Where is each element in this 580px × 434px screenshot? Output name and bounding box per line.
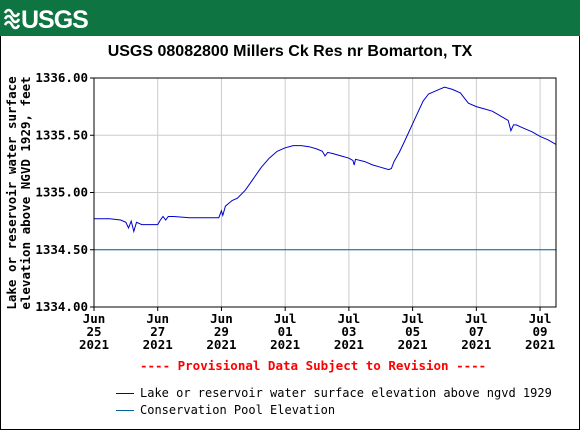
x-tick-label: 2021 <box>79 337 109 352</box>
x-tick-label: 01 <box>278 324 293 339</box>
y-tick-label: 1335.00 <box>35 185 88 200</box>
x-tick-label: 27 <box>150 324 165 339</box>
y-tick-label: 1334.00 <box>35 299 88 314</box>
x-tick-label: 2021 <box>334 337 364 352</box>
legend-swatch-elevation <box>116 393 134 394</box>
x-tick-label: Jul <box>401 311 424 326</box>
x-tick-label: 05 <box>405 324 420 339</box>
y-tick-label: 1334.50 <box>35 242 88 257</box>
usgs-logo-icon: USGS <box>4 6 89 32</box>
x-tick-label: Jun <box>83 311 106 326</box>
x-tick-label: Jul <box>274 311 297 326</box>
x-tick-label: 2021 <box>398 337 428 352</box>
x-axis: Jun252021Jun272021Jun292021Jul012021Jul0… <box>79 307 555 352</box>
x-tick-label: 2021 <box>461 337 491 352</box>
chart-title: USGS 08082800 Millers Ck Res nr Bomarton… <box>107 43 473 60</box>
x-tick-label: 07 <box>469 324 484 339</box>
usgs-logo-text: USGS <box>21 6 88 32</box>
usgs-header-bar: USGS <box>0 0 580 36</box>
x-tick-label: 2021 <box>206 337 236 352</box>
legend-label-elevation: Lake or reservoir water surface elevatio… <box>140 386 552 400</box>
y-axis-title-line-2: elevation above NGVD 1929, feet <box>18 76 33 309</box>
x-tick-label: Jul <box>465 311 488 326</box>
x-tick-label: 2021 <box>270 337 300 352</box>
x-tick-label: 03 <box>341 324 356 339</box>
y-tick-label: 1335.50 <box>35 127 88 142</box>
x-tick-label: 09 <box>533 324 548 339</box>
x-tick-label: Jun <box>146 311 169 326</box>
series-line-elevation <box>94 86 557 234</box>
legend-label-conservation-pool: Conservation Pool Elevation <box>140 403 336 417</box>
x-tick-label: 29 <box>214 324 229 339</box>
legend-swatch-conservation-pool <box>116 410 134 411</box>
y-tick-label: 1336.00 <box>35 70 88 85</box>
series-lines <box>94 86 557 251</box>
y-axis-title: Lake or reservoir water surface elevatio… <box>4 76 33 310</box>
x-tick-label: Jul <box>338 311 361 326</box>
x-tick-label: 25 <box>86 324 101 339</box>
usgs-logo[interactable]: USGS <box>4 4 96 32</box>
x-tick-label: Jul <box>529 311 552 326</box>
x-tick-label: 2021 <box>525 337 555 352</box>
y-axis-title-line-1: Lake or reservoir water surface <box>4 76 19 310</box>
gridlines <box>93 77 556 308</box>
y-axis: 1334.00 1334.50 1335.00 1335.50 1336.00 <box>35 70 94 314</box>
x-tick-label: 2021 <box>143 337 173 352</box>
provisional-notice: ---- Provisional Data Subject to Revisio… <box>140 358 487 373</box>
x-tick-label: Jun <box>210 311 233 326</box>
